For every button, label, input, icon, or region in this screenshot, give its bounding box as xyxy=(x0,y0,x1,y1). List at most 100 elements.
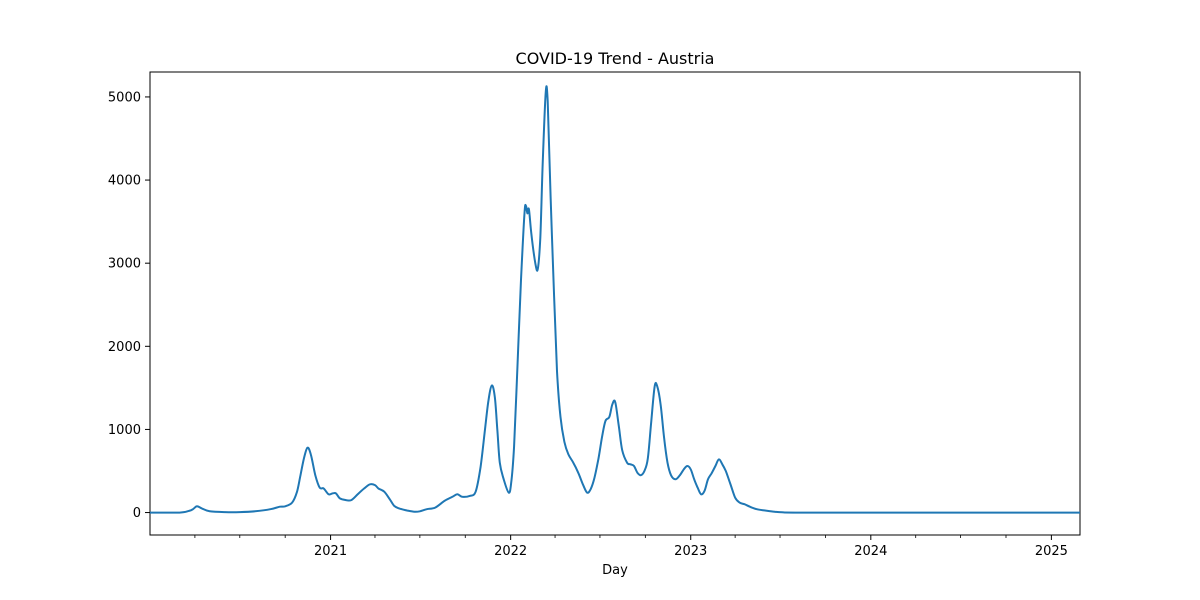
data-point xyxy=(188,510,189,511)
data-point xyxy=(627,462,628,463)
data-point xyxy=(488,400,489,401)
data-point xyxy=(300,475,301,476)
data-point xyxy=(535,263,536,264)
x-axis-label: Day xyxy=(602,563,628,578)
data-point xyxy=(511,483,512,484)
data-point xyxy=(527,213,528,214)
data-point xyxy=(945,512,946,513)
data-point xyxy=(647,458,648,459)
data-point xyxy=(550,196,551,197)
y-axis: 0 1000 2000 3000 4000 5000 xyxy=(108,90,150,521)
data-point xyxy=(389,499,390,500)
data-point xyxy=(615,402,616,403)
data-point xyxy=(630,464,631,465)
data-point xyxy=(494,397,495,398)
data-point xyxy=(239,512,240,513)
data-point xyxy=(528,209,529,210)
x-tick-label: 2021 xyxy=(314,544,347,559)
data-point xyxy=(765,510,766,511)
data-point xyxy=(679,475,680,476)
data-point xyxy=(701,494,702,495)
data-point xyxy=(675,479,676,480)
data-point xyxy=(307,447,308,448)
data-point xyxy=(670,475,671,476)
data-point xyxy=(735,497,736,498)
data-point xyxy=(310,454,311,455)
data-point xyxy=(150,512,151,513)
data-point xyxy=(547,101,548,102)
data-point xyxy=(651,421,652,422)
data-point xyxy=(497,429,498,430)
data-point xyxy=(622,450,623,451)
data-point xyxy=(660,404,661,405)
data-point xyxy=(315,475,316,476)
data-point xyxy=(444,500,445,501)
x-axis: 2021 2022 2023 2024 2025 xyxy=(194,535,1068,559)
data-point xyxy=(704,490,705,491)
data-point xyxy=(323,488,324,489)
data-point xyxy=(484,429,485,430)
data-point xyxy=(364,488,365,489)
data-point xyxy=(332,493,333,494)
data-point xyxy=(179,512,180,513)
data-point xyxy=(328,494,329,495)
data-point xyxy=(637,472,638,473)
data-point xyxy=(370,484,371,485)
data-point xyxy=(722,464,723,465)
data-point xyxy=(517,362,518,363)
data-point xyxy=(560,416,561,417)
data-point xyxy=(749,506,750,507)
data-point xyxy=(654,386,655,387)
data-point xyxy=(457,494,458,495)
data-point xyxy=(756,509,757,510)
data-point xyxy=(795,512,796,513)
data-point xyxy=(462,496,463,497)
data-point xyxy=(192,509,193,510)
data-point xyxy=(357,494,358,495)
data-point xyxy=(554,296,555,297)
data-point xyxy=(633,466,634,467)
data-point xyxy=(1080,512,1081,513)
data-point xyxy=(782,512,783,513)
data-point xyxy=(351,500,352,501)
y-tick-label: 3000 xyxy=(108,257,141,272)
data-point xyxy=(319,487,320,488)
data-point xyxy=(697,487,698,488)
data-point xyxy=(739,502,740,503)
data-point xyxy=(303,458,304,459)
x-tick-label: 2022 xyxy=(494,544,527,559)
data-point xyxy=(209,511,210,512)
data-point xyxy=(279,506,280,507)
data-point xyxy=(718,459,719,460)
data-point xyxy=(540,238,541,239)
data-point xyxy=(598,458,599,459)
data-point xyxy=(196,506,197,507)
data-point xyxy=(499,462,500,463)
data-point xyxy=(531,234,532,235)
series-line xyxy=(149,85,1080,514)
plot-frame xyxy=(149,71,1081,536)
data-point xyxy=(452,496,453,497)
y-tick-label: 0 xyxy=(133,506,141,521)
x-tick-label: 2023 xyxy=(674,544,707,559)
data-point xyxy=(542,163,543,164)
chart-title: COVID-19 Trend - Austria xyxy=(516,49,715,68)
data-point xyxy=(435,507,436,508)
data-point xyxy=(374,485,375,486)
data-point xyxy=(285,506,286,507)
data-point xyxy=(640,475,641,476)
data-point xyxy=(667,462,668,463)
x-tick-label: 2024 xyxy=(854,544,887,559)
data-point xyxy=(590,489,591,490)
data-point xyxy=(414,511,415,512)
data-point xyxy=(475,491,476,492)
data-point xyxy=(730,483,731,484)
x-tick-label: 2025 xyxy=(1035,544,1068,559)
data-point xyxy=(292,502,293,503)
data-point xyxy=(573,462,574,463)
y-tick-label: 4000 xyxy=(108,174,141,189)
data-point xyxy=(568,454,569,455)
data-point xyxy=(557,371,558,372)
data-point xyxy=(744,504,745,505)
data-point xyxy=(601,437,602,438)
